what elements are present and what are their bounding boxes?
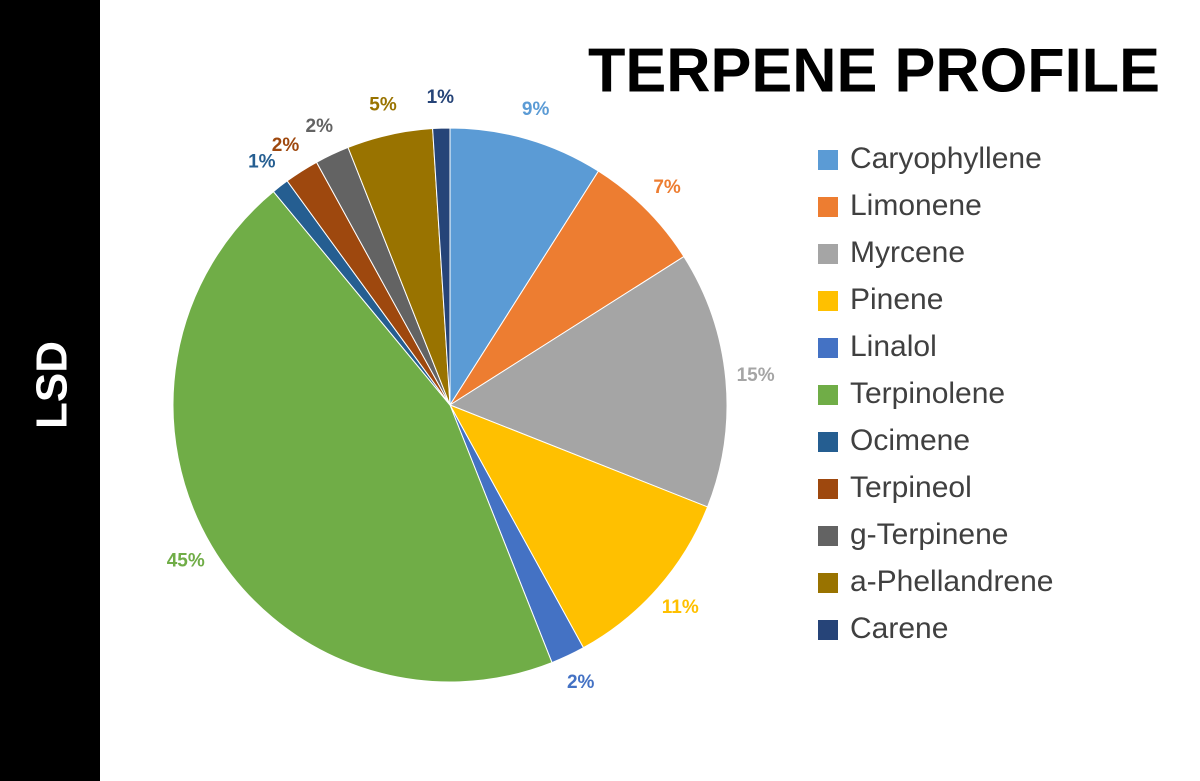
sidebar-label: LSD (28, 341, 77, 429)
pie-slice (448, 255, 728, 508)
pie-slice (449, 127, 600, 407)
chart-title: TERPENE PROFILE (588, 36, 1160, 105)
legend-swatch (818, 291, 838, 311)
pie-slice (449, 170, 685, 406)
legend-label: Caryophyllene (850, 142, 1042, 175)
legend-swatch (818, 479, 838, 499)
legend-label: Pinene (850, 283, 943, 316)
legend-swatch (818, 573, 838, 593)
value-label: 15% (737, 365, 775, 386)
legend-label: Ocimene (850, 424, 970, 457)
legend-swatch (818, 150, 838, 170)
legend-label: g-Terpinene (850, 518, 1008, 551)
sidebar (0, 0, 100, 781)
legend-swatch (818, 432, 838, 452)
legend-swatch (818, 338, 838, 358)
value-label: 2% (567, 672, 595, 693)
value-label: 45% (167, 550, 205, 571)
legend-label: Carene (850, 612, 948, 645)
legend-swatch (818, 620, 838, 640)
legend-label: Limonene (850, 189, 982, 222)
value-label: 7% (653, 177, 681, 198)
legend-swatch (818, 197, 838, 217)
value-label: 2% (272, 135, 300, 156)
legend-swatch (818, 244, 838, 264)
value-label: 1% (248, 151, 276, 172)
value-label: 11% (662, 597, 699, 618)
value-label: 9% (522, 99, 550, 120)
legend-label: a-Phellandrene (850, 565, 1053, 598)
legend-swatch (818, 385, 838, 405)
value-label: 5% (369, 94, 397, 115)
legend-label: Terpinolene (850, 377, 1005, 410)
legend-label: Terpineol (850, 471, 972, 504)
pie-slice (172, 190, 553, 683)
legend-swatch (818, 526, 838, 546)
value-label: 2% (306, 116, 334, 137)
value-label: 1% (427, 87, 455, 108)
pie-slice (432, 127, 451, 406)
legend-label: Myrcene (850, 236, 965, 269)
pie-slice (448, 404, 709, 649)
legend-label: Linalol (850, 330, 937, 363)
